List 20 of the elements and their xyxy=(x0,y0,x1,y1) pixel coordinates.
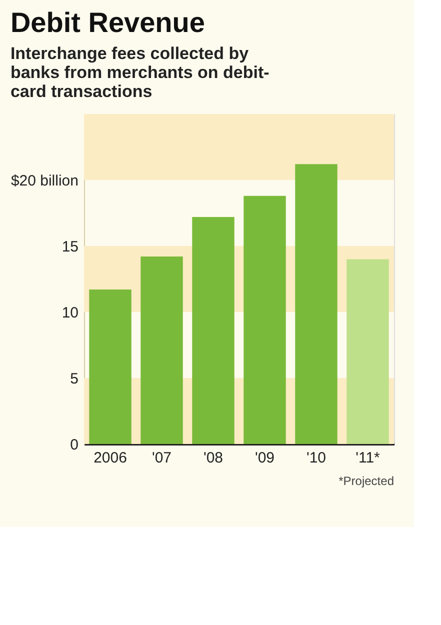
x-tick-label: '10 xyxy=(306,450,326,466)
x-tick-label: '11* xyxy=(356,450,380,466)
chart-subtitle: Interchange fees collected by banks from merchants on debit-card transactions xyxy=(10,44,270,101)
bar xyxy=(346,259,389,444)
y-tick-label: $20 billion xyxy=(10,172,78,190)
x-tick-label: '08 xyxy=(203,450,224,466)
x-tick-label: '07 xyxy=(152,450,172,466)
bar xyxy=(89,290,132,444)
y-tick-label: 10 xyxy=(62,304,78,322)
chart-title: Debit Revenue xyxy=(10,7,205,38)
bar xyxy=(140,256,183,444)
x-tick-label: '09 xyxy=(254,450,275,466)
bar xyxy=(192,216,234,444)
y-tick-label: 5 xyxy=(70,370,78,388)
x-tick-label: 2006 xyxy=(94,450,127,466)
bar xyxy=(244,196,286,444)
y-tick-label: 0 xyxy=(70,436,78,454)
y-tick-label: 15 xyxy=(62,238,78,256)
text: *Projected xyxy=(338,474,394,488)
bar xyxy=(295,164,338,444)
